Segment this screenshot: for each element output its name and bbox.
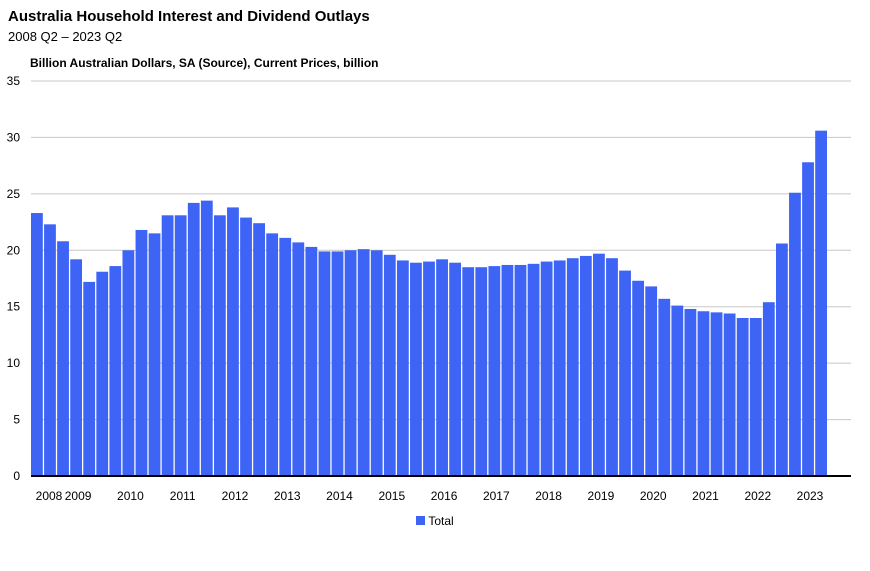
bar <box>396 260 409 476</box>
bar <box>606 258 618 476</box>
bar <box>762 302 775 476</box>
bar <box>292 242 305 476</box>
bar <box>684 308 697 476</box>
bar <box>253 223 265 476</box>
x-tick-label: 2017 <box>483 489 510 503</box>
bar <box>436 259 448 476</box>
x-tick-label: 2008 <box>36 489 63 503</box>
x-tick-label: 2023 <box>797 489 824 503</box>
bar <box>148 233 161 476</box>
bar <box>632 280 645 476</box>
bar <box>279 237 292 476</box>
x-axis-ticks: 2008 2009 2010 2011 2012 2013 2014 2015 2016 2017… <box>36 489 824 503</box>
x-tick-label: 2010 <box>117 489 144 503</box>
bar <box>527 263 540 476</box>
bar <box>553 260 566 476</box>
x-tick-label: 2012 <box>222 489 249 503</box>
bar <box>109 266 122 476</box>
bar <box>44 224 56 476</box>
bar <box>357 249 370 476</box>
bar <box>70 259 83 476</box>
y-tick-label: 5 <box>13 413 20 427</box>
bar <box>540 261 553 476</box>
bar <box>96 271 109 476</box>
bar <box>449 262 462 476</box>
bar <box>31 213 43 477</box>
bar <box>475 267 488 476</box>
bar <box>57 241 69 476</box>
x-tick-label: 2021 <box>692 489 719 503</box>
bar-series-total <box>31 130 827 477</box>
bar <box>775 243 788 476</box>
y-tick-label: 15 <box>7 300 21 314</box>
legend-label-total: Total <box>428 514 454 528</box>
y-axis-ticks: 0 5 10 15 20 25 30 35 <box>7 74 21 483</box>
bar <box>161 215 174 477</box>
bar <box>227 207 239 476</box>
x-tick-label: 2015 <box>378 489 405 503</box>
bar <box>213 215 226 477</box>
bar <box>488 266 501 476</box>
x-tick-label: 2011 <box>170 489 196 503</box>
bar <box>645 286 658 476</box>
bar <box>135 229 148 476</box>
bar <box>410 262 422 476</box>
y-tick-label: 0 <box>13 469 20 483</box>
bar <box>789 192 801 477</box>
bar <box>514 264 527 476</box>
x-tick-label: 2019 <box>588 489 615 503</box>
bar <box>619 270 631 476</box>
bar <box>122 250 135 476</box>
x-tick-label: 2022 <box>744 489 771 503</box>
x-tick-label: 2014 <box>326 489 353 503</box>
bar <box>749 318 762 476</box>
x-tick-label: 2013 <box>274 489 301 503</box>
legend-swatch-total <box>416 516 426 525</box>
bar <box>305 246 318 476</box>
bar <box>83 281 96 476</box>
x-tick-label: 2020 <box>640 489 667 503</box>
bar <box>370 250 383 476</box>
bar <box>266 233 279 476</box>
legend: Total <box>0 514 870 528</box>
y-tick-label: 30 <box>7 130 21 144</box>
bar <box>318 251 331 476</box>
y-tick-label: 20 <box>7 243 21 257</box>
bar <box>344 250 357 476</box>
bar <box>240 217 252 476</box>
y-tick-label: 35 <box>7 74 21 88</box>
bar <box>736 318 749 476</box>
y-tick-label: 25 <box>7 187 21 201</box>
bar <box>200 200 213 476</box>
bar <box>462 267 475 476</box>
bar <box>723 313 736 476</box>
bar <box>187 202 200 476</box>
bar <box>579 255 592 476</box>
x-tick-label: 2009 <box>65 489 92 503</box>
bar <box>710 312 723 476</box>
bar <box>697 311 710 476</box>
bar <box>331 251 344 476</box>
chart-title: Australia Household Interest and Dividen… <box>8 8 370 25</box>
bar <box>815 130 827 476</box>
bar <box>423 261 435 476</box>
chart-subtitle: 2008 Q2 – 2023 Q2 <box>8 29 123 44</box>
bar <box>566 258 579 476</box>
bar <box>174 215 187 477</box>
bar <box>593 253 605 476</box>
y-tick-label: 10 <box>7 356 21 370</box>
bar <box>501 264 514 476</box>
x-tick-label: 2016 <box>431 489 458 503</box>
bar <box>802 162 814 476</box>
x-tick-label: 2018 <box>535 489 562 503</box>
bar <box>658 298 671 476</box>
y-axis-label: Billion Australian Dollars, SA (Source),… <box>30 56 379 70</box>
bar <box>671 305 684 476</box>
bar <box>383 254 396 476</box>
